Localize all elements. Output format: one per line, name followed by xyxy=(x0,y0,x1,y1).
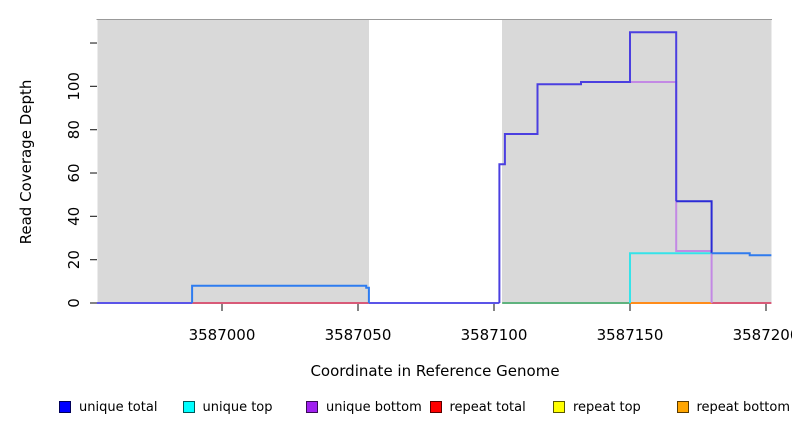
legend-swatch-icon xyxy=(59,401,71,413)
legend-label: unique bottom xyxy=(326,399,422,415)
x-axis-tick-label: 3587100 xyxy=(461,326,528,344)
series-segment-unique-total-structure xyxy=(498,31,678,303)
legend: unique total unique top unique bottom repea… xyxy=(0,397,792,421)
series-segment-unique-total-bump xyxy=(191,284,370,303)
y-axis-label: Read Coverage Depth xyxy=(17,79,35,245)
legend-label: unique total xyxy=(79,399,158,415)
series-segment-unique-top-cyan xyxy=(629,252,712,303)
x-axis-tick-label: 3587000 xyxy=(189,326,256,344)
legend-item-unique-total: unique total xyxy=(59,397,157,417)
y-axis-tick-label: 100 xyxy=(65,72,83,101)
y-axis-tick-label: 80 xyxy=(65,120,83,139)
legend-item-repeat-total: repeat total xyxy=(429,397,526,417)
series-segment-unique-total-mid-drop xyxy=(676,200,713,254)
y-axis-tick-label: 20 xyxy=(65,250,83,269)
legend-swatch-icon xyxy=(429,401,442,413)
legend-label: repeat bottom xyxy=(696,399,791,415)
y-axis-tick-label: 60 xyxy=(65,163,83,182)
legend-item-unique-bottom: unique bottom xyxy=(306,397,422,417)
legend-item-repeat-top: repeat top xyxy=(553,397,641,417)
legend-swatch-icon xyxy=(182,401,195,413)
legend-item-repeat-bottom: repeat bottom xyxy=(676,397,791,417)
series-segment-unique-total-tail xyxy=(711,252,772,257)
legend-swatch-icon xyxy=(306,401,318,413)
plot-bg-band xyxy=(97,20,369,304)
x-axis-tick-label: 3587050 xyxy=(325,326,392,344)
x-axis-label: Coordinate in Reference Genome xyxy=(310,362,560,380)
y-axis-tick-label: 0 xyxy=(65,298,83,308)
legend-label: repeat total xyxy=(449,399,526,415)
legend-item-unique-top: unique top xyxy=(182,397,273,417)
legend-swatch-icon xyxy=(676,401,689,413)
y-axis-tick-label: 40 xyxy=(65,207,83,226)
x-axis-tick-label: 3587150 xyxy=(597,326,664,344)
series-segment-unique-bottom-purple xyxy=(630,81,713,303)
legend-label: unique top xyxy=(202,399,273,415)
legend-label: repeat top xyxy=(573,399,641,415)
plot-bg-band xyxy=(502,20,772,304)
legend-swatch-icon xyxy=(553,401,565,413)
